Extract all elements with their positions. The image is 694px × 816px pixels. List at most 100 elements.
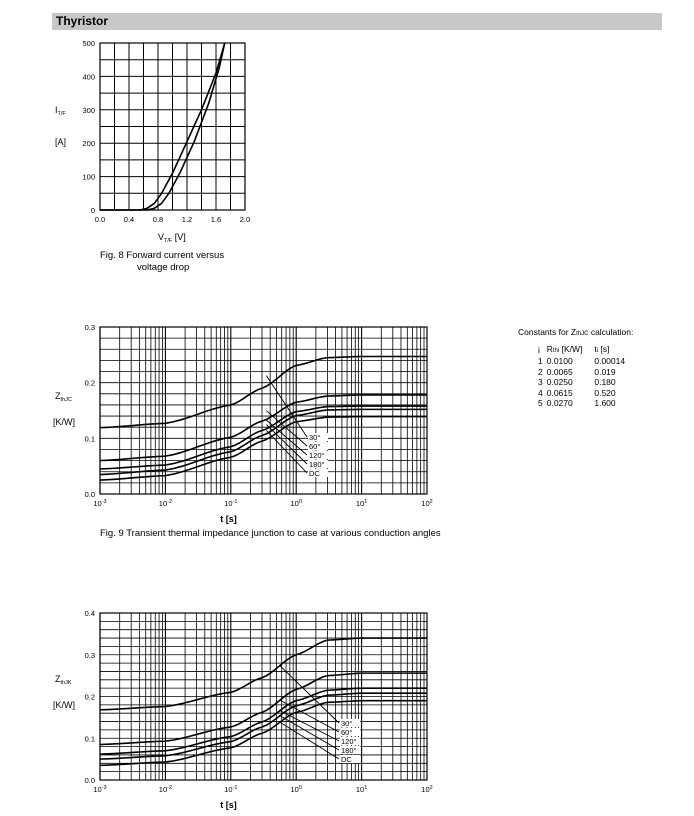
fig10-series-line (99, 672, 427, 746)
fig9-series-line (99, 408, 427, 476)
fig9-x-axis-label: t [s] (220, 514, 237, 524)
constants-header-row: i Rthi [K/W] ti [s] (538, 344, 629, 357)
header-bar: Thyristor (52, 13, 662, 30)
constants-cell-r: 0.0270 (546, 398, 573, 408)
fig9-label-bg (308, 442, 328, 450)
constants-title-suffix: calculation: (588, 327, 634, 337)
fig10-y-tick-label: 0.2 (85, 693, 95, 702)
constants-cell-i: 2 (538, 366, 543, 377)
fig10-label-bg (340, 737, 360, 745)
constants-col-r-label: R (546, 343, 553, 354)
constants-cell-r: 0.0250 (546, 377, 573, 387)
fig10-x-tick-label: 102 (421, 785, 432, 794)
fig8-x-tick-label: 0.8 (153, 215, 163, 224)
fig9-label-bg (308, 460, 328, 468)
fig9-series-label: 30° (309, 433, 320, 442)
constants-cell-t: 1.600 (594, 398, 616, 408)
fig8-x-tick-label: 1.2 (182, 215, 192, 224)
page-title: Thyristor (56, 14, 109, 28)
fig8-x-axis-label: VT/F [V] (158, 232, 186, 244)
fig10-x-tick-label: 10-1 (224, 785, 237, 794)
constants-cell-t: 0.00014 (594, 356, 626, 366)
fig10-y-axis-label: ZthJK (55, 674, 72, 686)
fig9-y-tick-label: 0.1 (85, 434, 95, 443)
fig8-x-tick-label: 0.4 (124, 215, 134, 224)
fig10-x-tick-label: 100 (290, 785, 301, 794)
constants-title: Constants for ZthJC calculation: (518, 327, 633, 340)
fig10-y-tick-label: 0.0 (85, 776, 95, 785)
fig8-chart: 0.0 0.4 0.8 1.2 1.6 2.0 0 100 200 300 400 500 IT/F [A… (55, 39, 250, 244)
constants-col-r-unit: [K/W] (559, 343, 583, 354)
constants-cell-t: 0.180 (594, 377, 616, 387)
fig10-label-bg (340, 728, 360, 736)
constants-col-t-unit: [s] (598, 343, 610, 354)
constants-col-t: ti [s] (586, 344, 629, 357)
fig10-chart: 10-3 10-2 10-1 100 101 102 0.0 0.1 0.2 0.3 0.4 30°6… (53, 609, 433, 810)
constants-row: 1 0.0100 0.00014 (538, 356, 629, 367)
fig9-x-tick-label: 10-3 (93, 499, 106, 508)
fig8-series-line (100, 42, 226, 211)
fig10-series-label: 60° (341, 728, 352, 737)
constants-col-t-label: t (594, 343, 597, 354)
fig9-x-tick-label: 10-2 (159, 499, 172, 508)
fig9-series-line (99, 394, 427, 462)
fig10-y-tick-label: 0.1 (85, 734, 95, 743)
fig9-label-bg (308, 469, 328, 477)
fig9-series-label: 120° (309, 451, 325, 460)
fig10-series-line (99, 687, 427, 755)
fig8-y-tick-label: 500 (82, 39, 95, 48)
fig9-leader-line (266, 430, 308, 474)
constants-row: 5 0.0270 1.600 (538, 398, 629, 409)
fig10-y-tick-label: 0.4 (85, 609, 95, 618)
fig9-y-axis-unit: [K/W] (53, 417, 75, 427)
fig9-x-tick-label: 102 (421, 499, 432, 508)
constants-col-i: i (538, 344, 540, 355)
fig10-x-tick-label: 101 (356, 785, 367, 794)
fig9-leader-line (266, 375, 308, 438)
constants-row: 2 0.0065 0.019 (538, 367, 629, 378)
fig9-chart: 10-3 10-2 10-1 100 101 1020.00.10.20.330°60°1… (53, 323, 433, 524)
constants-cell-i: 4 (538, 387, 543, 398)
fig8-y-tick-label: 0 (91, 206, 95, 215)
constants-title-prefix: Constants for Z (518, 327, 577, 337)
constants-cell-t: 0.520 (594, 387, 616, 398)
constants-cell-r: 0.0065 (546, 366, 573, 377)
fig9-y-tick-label: 0.0 (85, 490, 95, 499)
fig8-y-axis-unit: [A] (55, 137, 66, 147)
constants-col-r-sub: thi (552, 347, 560, 354)
fig10-series-label: DC (341, 755, 352, 764)
fig8-caption-line1: Fig. 8 Forward current versus (100, 250, 225, 261)
fig9-series-label: DC (309, 469, 320, 478)
fig8-y-tick-label: 400 (82, 72, 95, 81)
fig9-y-axis-label: ZthJC (55, 391, 72, 403)
constants-cell-r: 0.0100 (546, 356, 573, 366)
fig9-caption: Fig. 9 Transient thermal impedance junct… (100, 528, 441, 539)
fig9-series-line (99, 405, 427, 470)
fig10-series-label: 30° (341, 719, 352, 728)
fig10-plot-frame (99, 612, 428, 781)
constants-col-r: Rthi [K/W] (547, 344, 587, 357)
constants-cell-i: 3 (538, 377, 543, 387)
fig8-x-tick-label: 0.0 (95, 215, 105, 224)
fig9-series-line (99, 355, 427, 429)
constants-cell-r: 0.0615 (546, 387, 573, 398)
fig8-y-tick-label: 200 (82, 139, 95, 148)
fig10-series-line (99, 692, 427, 760)
fig10-leader-line (279, 699, 340, 733)
constants-cell-i: 1 (538, 356, 543, 366)
fig9-leader-line (266, 424, 308, 465)
fig10-label-bg (340, 719, 360, 727)
fig9-plot-frame (99, 326, 428, 495)
fig9-y-tick-label: 0.3 (85, 323, 95, 332)
fig9-x-tick-label: 100 (290, 499, 301, 508)
fig10-x-axis-label: t [s] (220, 800, 237, 810)
fig10-series-label: 120° (341, 737, 357, 746)
fig8-caption: Fig. 8 Forward current versus voltage dr… (100, 250, 224, 274)
fig9-label-bg (308, 433, 328, 441)
fig8-series-line (100, 42, 226, 211)
constants-table: Constants for ZthJC calculation: i Rthi … (518, 327, 633, 409)
constants-cell-i: 5 (538, 398, 543, 408)
fig9-y-tick-label: 0.2 (85, 379, 95, 388)
fig10-leader-line (278, 721, 340, 760)
